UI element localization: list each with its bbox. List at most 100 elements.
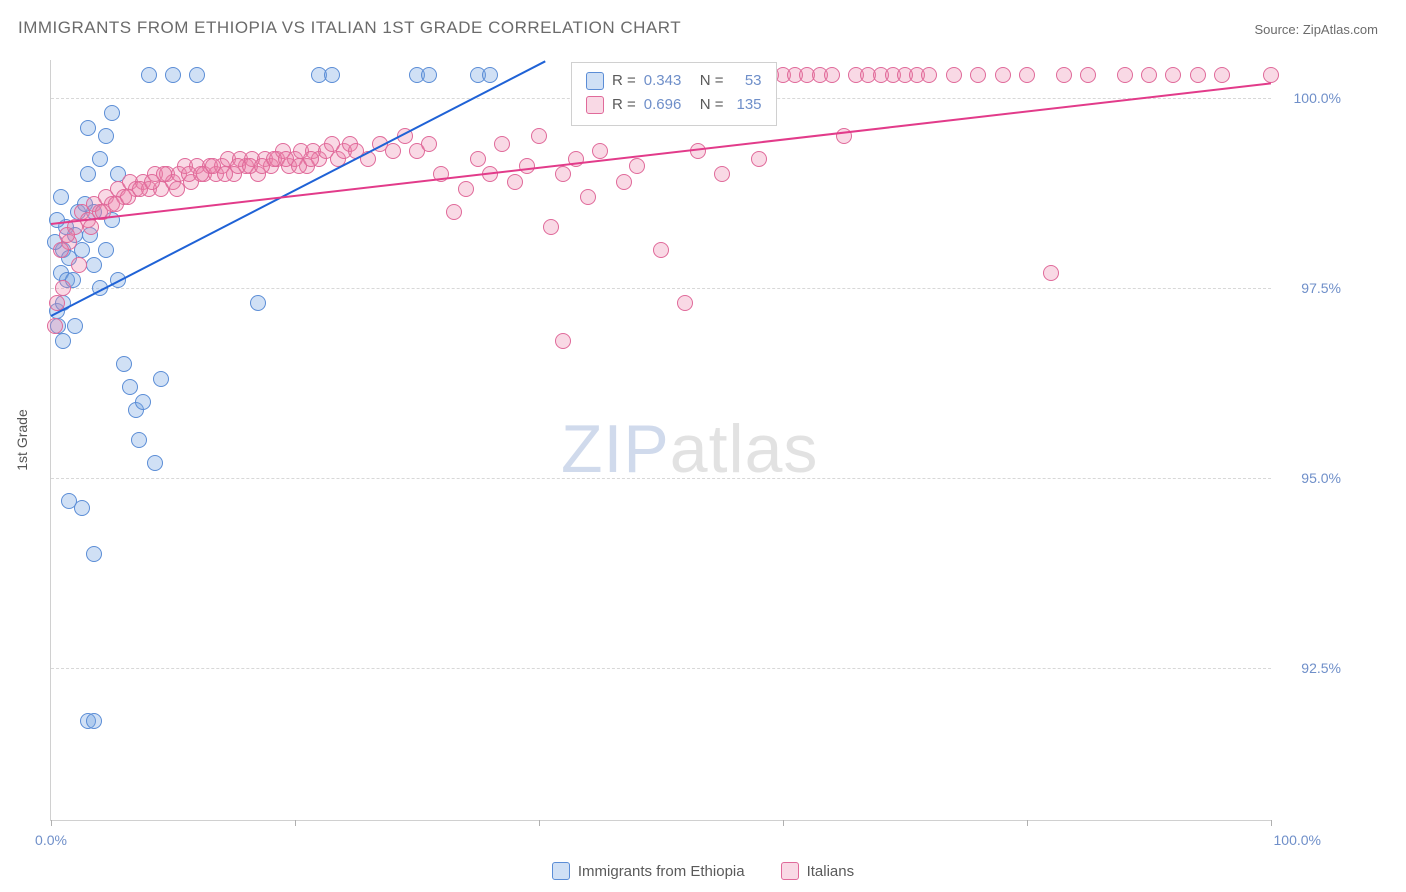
scatter-point-ethiopia xyxy=(86,546,102,562)
scatter-point-ethiopia xyxy=(131,432,147,448)
scatter-point-ethiopia xyxy=(141,67,157,83)
scatter-point-italians xyxy=(921,67,937,83)
scatter-point-ethiopia xyxy=(49,212,65,228)
scatter-point-ethiopia xyxy=(74,500,90,516)
watermark-zip: ZIP xyxy=(561,411,670,487)
watermark-atlas: atlas xyxy=(670,411,819,487)
scatter-point-italians xyxy=(156,166,172,182)
plot-area: ZIPatlas 92.5%95.0%97.5%100.0%0.0%100.0%… xyxy=(50,60,1271,821)
scatter-point-ethiopia xyxy=(86,713,102,729)
scatter-point-ethiopia xyxy=(482,67,498,83)
y-tick-label: 95.0% xyxy=(1281,470,1341,486)
scatter-point-ethiopia xyxy=(98,128,114,144)
scatter-point-italians xyxy=(59,227,75,243)
scatter-point-ethiopia xyxy=(421,67,437,83)
chart-container: IMMIGRANTS FROM ETHIOPIA VS ITALIAN 1ST … xyxy=(0,0,1406,892)
scatter-point-italians xyxy=(303,151,319,167)
scatter-point-ethiopia xyxy=(67,318,83,334)
scatter-point-italians xyxy=(519,158,535,174)
legend-bottom-item: Italians xyxy=(781,862,855,880)
legend-n-label: N = xyxy=(700,93,724,117)
legend-swatch-italians xyxy=(586,96,604,114)
scatter-point-ethiopia xyxy=(92,151,108,167)
source-label: Source: ZipAtlas.com xyxy=(1254,22,1378,37)
scatter-point-italians xyxy=(421,136,437,152)
scatter-point-ethiopia xyxy=(122,379,138,395)
scatter-point-italians xyxy=(169,181,185,197)
legend-n-label: N = xyxy=(700,69,724,93)
scatter-point-italians xyxy=(555,333,571,349)
scatter-point-ethiopia xyxy=(86,257,102,273)
scatter-point-italians xyxy=(1080,67,1096,83)
scatter-point-italians xyxy=(616,174,632,190)
scatter-point-italians xyxy=(494,136,510,152)
scatter-point-italians xyxy=(53,242,69,258)
legend-n-value-ethiopia: 53 xyxy=(732,69,762,93)
scatter-point-italians xyxy=(55,280,71,296)
scatter-point-italians xyxy=(47,318,63,334)
legend-top: R = 0.343 N = 53 R = 0.696 N = 135 xyxy=(571,62,777,126)
x-tick-mark xyxy=(51,820,52,826)
legend-n-value-italians: 135 xyxy=(732,93,762,117)
scatter-point-italians xyxy=(1214,67,1230,83)
scatter-point-italians xyxy=(677,295,693,311)
legend-bottom-swatch xyxy=(552,862,570,880)
x-tick-mark xyxy=(1027,820,1028,826)
scatter-point-italians xyxy=(690,143,706,159)
scatter-point-italians xyxy=(458,181,474,197)
source-prefix: Source: xyxy=(1254,22,1302,37)
legend-bottom: Immigrants from Ethiopia Italians xyxy=(0,862,1406,884)
scatter-point-ethiopia xyxy=(153,371,169,387)
scatter-point-italians xyxy=(385,143,401,159)
scatter-point-ethiopia xyxy=(147,455,163,471)
scatter-point-ethiopia xyxy=(80,166,96,182)
gridline-h xyxy=(51,288,1271,289)
scatter-point-italians xyxy=(446,204,462,220)
scatter-point-italians xyxy=(507,174,523,190)
legend-r-value-italians: 0.696 xyxy=(644,93,692,117)
legend-r-label: R = xyxy=(612,93,636,117)
legend-top-row-ethiopia: R = 0.343 N = 53 xyxy=(586,69,762,93)
scatter-point-italians xyxy=(1043,265,1059,281)
x-tick-mark xyxy=(1271,820,1272,826)
scatter-point-ethiopia xyxy=(98,242,114,258)
source-name: ZipAtlas.com xyxy=(1303,22,1378,37)
legend-bottom-swatch xyxy=(781,862,799,880)
legend-bottom-label: Immigrants from Ethiopia xyxy=(578,863,745,880)
x-tick-mark xyxy=(539,820,540,826)
scatter-point-italians xyxy=(83,219,99,235)
scatter-point-italians xyxy=(714,166,730,182)
y-axis-label: 1st Grade xyxy=(14,409,30,470)
scatter-point-italians xyxy=(470,151,486,167)
legend-r-value-ethiopia: 0.343 xyxy=(644,69,692,93)
scatter-point-italians xyxy=(1056,67,1072,83)
scatter-point-italians xyxy=(629,158,645,174)
scatter-point-ethiopia xyxy=(324,67,340,83)
scatter-point-italians xyxy=(580,189,596,205)
legend-swatch-ethiopia xyxy=(586,72,604,90)
scatter-point-ethiopia xyxy=(135,394,151,410)
scatter-point-italians xyxy=(946,67,962,83)
scatter-point-italians xyxy=(1141,67,1157,83)
scatter-point-italians xyxy=(531,128,547,144)
scatter-point-ethiopia xyxy=(53,189,69,205)
scatter-point-italians xyxy=(1190,67,1206,83)
scatter-point-italians xyxy=(592,143,608,159)
scatter-point-italians xyxy=(1263,67,1279,83)
legend-top-row-italians: R = 0.696 N = 135 xyxy=(586,93,762,117)
y-tick-label: 100.0% xyxy=(1281,90,1341,106)
scatter-point-ethiopia xyxy=(55,333,71,349)
gridline-h xyxy=(51,478,1271,479)
scatter-point-ethiopia xyxy=(165,67,181,83)
legend-r-label: R = xyxy=(612,69,636,93)
chart-title: IMMIGRANTS FROM ETHIOPIA VS ITALIAN 1ST … xyxy=(18,18,681,38)
legend-bottom-label: Italians xyxy=(807,863,855,880)
legend-bottom-item: Immigrants from Ethiopia xyxy=(552,862,745,880)
scatter-point-italians xyxy=(751,151,767,167)
y-tick-label: 97.5% xyxy=(1281,280,1341,296)
scatter-point-italians xyxy=(1165,67,1181,83)
scatter-point-ethiopia xyxy=(116,356,132,372)
scatter-point-italians xyxy=(970,67,986,83)
scatter-point-italians xyxy=(71,257,87,273)
scatter-point-italians xyxy=(824,67,840,83)
